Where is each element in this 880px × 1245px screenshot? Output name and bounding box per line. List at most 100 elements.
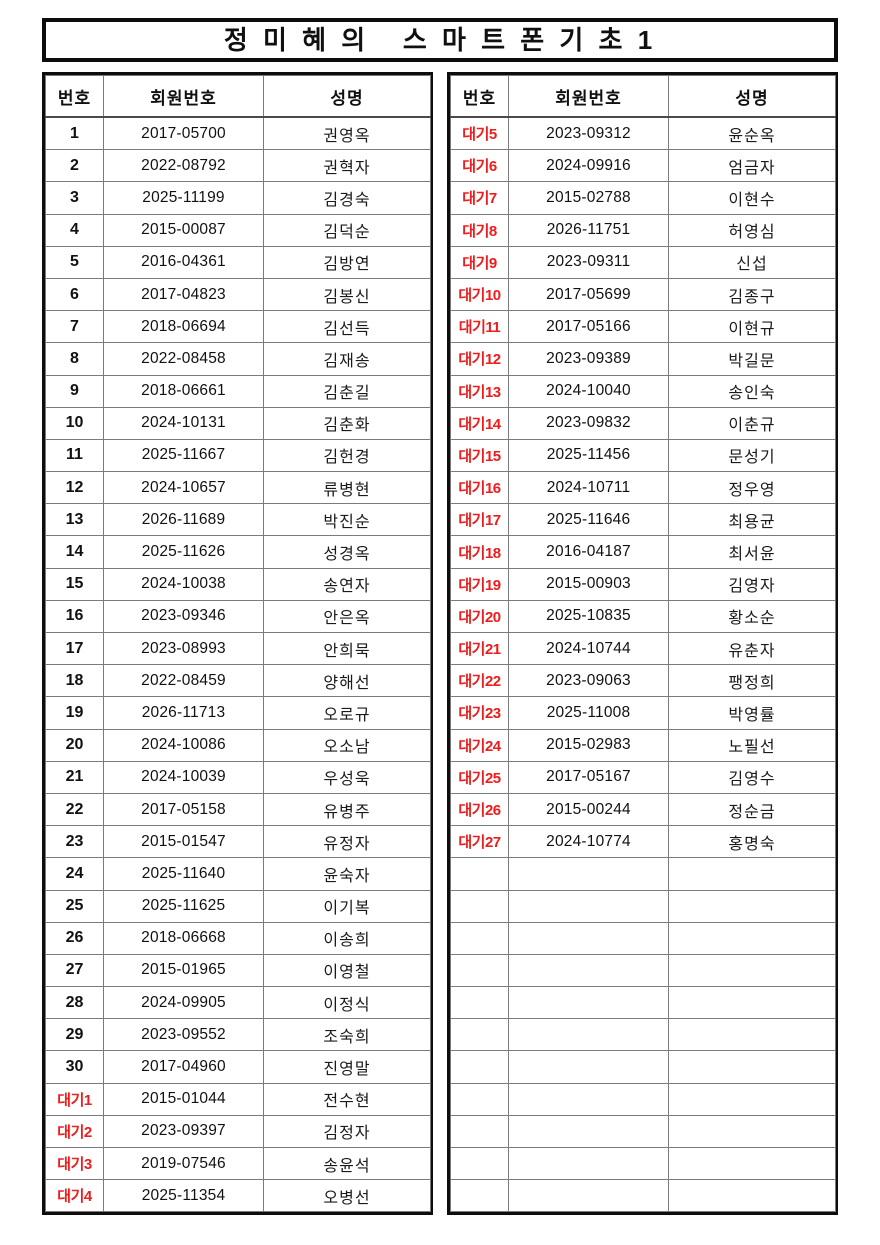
- cell-member-number: 2015-01965: [103, 953, 264, 988]
- cell-member-name: 박진순: [263, 503, 431, 537]
- cell-member-number: 2015-02788: [508, 181, 669, 215]
- cell-member-number: 2017-05158: [103, 792, 264, 827]
- cell-number: 대기15: [450, 438, 509, 473]
- cell-number: 6: [45, 277, 104, 312]
- cell-member-number: 2023-09397: [103, 1114, 264, 1149]
- cell-number: [450, 857, 509, 891]
- cell-member-number: 2024-10131: [103, 406, 264, 440]
- cell-member-number: [508, 921, 669, 955]
- cell-member-name: 허영심: [668, 213, 836, 247]
- cell-member-name: 황소순: [668, 599, 836, 634]
- cell-member-number: [508, 857, 669, 891]
- table-row: 3 2025-11199 김경숙: [45, 181, 431, 215]
- right-table-header: 번호 회원번호 성명: [450, 75, 836, 118]
- cell-number: [450, 1114, 509, 1149]
- cell-number: 대기10: [450, 277, 509, 312]
- cell-member-name: 김영자: [668, 567, 836, 601]
- cell-number: 대기14: [450, 406, 509, 440]
- cell-member-number: 2023-09311: [508, 245, 669, 279]
- table-row: 대기9 2023-09311 신섭: [450, 245, 836, 279]
- table-row: 2 2022-08792 권혁자: [45, 149, 431, 183]
- cell-member-name: 이송희: [263, 921, 431, 955]
- cell-member-name: 김정자: [263, 1114, 431, 1149]
- table-row: 대기17 2025-11646 최용균: [450, 503, 836, 537]
- cell-number: 1: [45, 116, 104, 151]
- cell-member-name: 정순금: [668, 792, 836, 827]
- cell-member-name: 이기복: [263, 889, 431, 923]
- cell-member-name: 김방연: [263, 245, 431, 279]
- table-row: 대기26 2015-00244 정순금: [450, 792, 836, 827]
- table-row: 14 2025-11626 성경옥: [45, 535, 431, 569]
- cell-member-name: 유병주: [263, 792, 431, 827]
- table-row: 19 2026-11713 오로규: [45, 696, 431, 730]
- table-row: 대기4 2025-11354 오병선: [45, 1179, 431, 1213]
- cell-member-name: 김경숙: [263, 181, 431, 215]
- table-row: 대기21 2024-10744 유춘자: [450, 631, 836, 666]
- table-row: 22 2017-05158 유병주: [45, 792, 431, 827]
- table-row: 28 2024-09905 이정식: [45, 986, 431, 1020]
- table-row: 대기14 2023-09832 이춘규: [450, 406, 836, 440]
- right-roster-table: 번호 회원번호 성명 대기5 2023-09312 윤순옥 대기6 2024-09916…: [450, 75, 836, 1213]
- cell-member-name: 김영수: [668, 760, 836, 794]
- cell-member-number: 2015-00244: [508, 792, 669, 827]
- table-row: [450, 1082, 836, 1116]
- table-row: [450, 857, 836, 891]
- cell-member-name: 김헌경: [263, 438, 431, 473]
- cell-number: [450, 1050, 509, 1084]
- table-row: 대기8 2026-11751 허영심: [450, 213, 836, 247]
- cell-member-number: 2017-05166: [508, 310, 669, 344]
- cell-number: 대기3: [45, 1146, 104, 1181]
- cell-member-number: 2025-11640: [103, 857, 264, 891]
- cell-member-name: 정우영: [668, 471, 836, 505]
- table-row: 대기27 2024-10774 홍명숙: [450, 825, 836, 859]
- left-roster-table-block: 번호 회원번호 성명 1 2017-05700 권영옥 2 2022-08792 권혁자 3…: [42, 72, 433, 1216]
- table-row: [450, 1018, 836, 1052]
- cell-member-name: [668, 986, 836, 1020]
- cell-member-name: 김덕순: [263, 213, 431, 247]
- cell-member-name: 우성욱: [263, 760, 431, 794]
- cell-member-name: 안은옥: [263, 599, 431, 634]
- left-table-header: 번호 회원번호 성명: [45, 75, 431, 118]
- cell-member-number: [508, 1018, 669, 1052]
- cell-number: 23: [45, 825, 104, 859]
- cell-member-number: 2023-09346: [103, 599, 264, 634]
- cell-member-name: 진영말: [263, 1050, 431, 1084]
- right-roster-table-block: 번호 회원번호 성명 대기5 2023-09312 윤순옥 대기6 2024-09916…: [447, 72, 838, 1216]
- cell-member-name: 이춘규: [668, 406, 836, 440]
- cell-member-name: 문성기: [668, 438, 836, 473]
- cell-member-name: 김재송: [263, 342, 431, 376]
- cell-member-number: 2026-11689: [103, 503, 264, 537]
- cell-number: [450, 1146, 509, 1181]
- cell-member-number: 2024-10711: [508, 471, 669, 505]
- cell-number: 대기21: [450, 631, 509, 666]
- cell-member-number: 2022-08458: [103, 342, 264, 376]
- cell-member-number: 2022-08792: [103, 149, 264, 183]
- table-row: 대기12 2023-09389 박길문: [450, 342, 836, 376]
- cell-member-name: 류병현: [263, 471, 431, 505]
- cell-number: [450, 921, 509, 955]
- table-row: 17 2023-08993 안희묵: [45, 631, 431, 666]
- cell-member-name: 이현규: [668, 310, 836, 344]
- cell-member-number: 2025-11008: [508, 696, 669, 730]
- table-row: [450, 1146, 836, 1181]
- cell-member-name: 권혁자: [263, 149, 431, 183]
- cell-member-name: 유정자: [263, 825, 431, 859]
- cell-member-number: [508, 889, 669, 923]
- header-name: 성명: [263, 75, 431, 118]
- cell-member-number: 2025-11626: [103, 535, 264, 569]
- roster-tables: 번호 회원번호 성명 1 2017-05700 권영옥 2 2022-08792 권혁자 3…: [42, 72, 840, 1216]
- cell-member-name: [668, 953, 836, 988]
- table-row: 대기1 2015-01044 전수현: [45, 1082, 431, 1116]
- cell-member-number: 2019-07546: [103, 1146, 264, 1181]
- header-no: 번호: [45, 75, 104, 118]
- right-table-body: 대기5 2023-09312 윤순옥 대기6 2024-09916 엄금자 대기7 2015-…: [450, 116, 836, 1213]
- cell-member-number: 2024-09916: [508, 149, 669, 183]
- cell-member-number: 2025-11354: [103, 1179, 264, 1213]
- cell-number: 3: [45, 181, 104, 215]
- cell-number: 10: [45, 406, 104, 440]
- cell-member-name: [668, 1179, 836, 1213]
- cell-number: 대기11: [450, 310, 509, 344]
- cell-number: 대기1: [45, 1082, 104, 1116]
- cell-member-name: 오병선: [263, 1179, 431, 1213]
- table-row: 대기11 2017-05166 이현규: [450, 310, 836, 344]
